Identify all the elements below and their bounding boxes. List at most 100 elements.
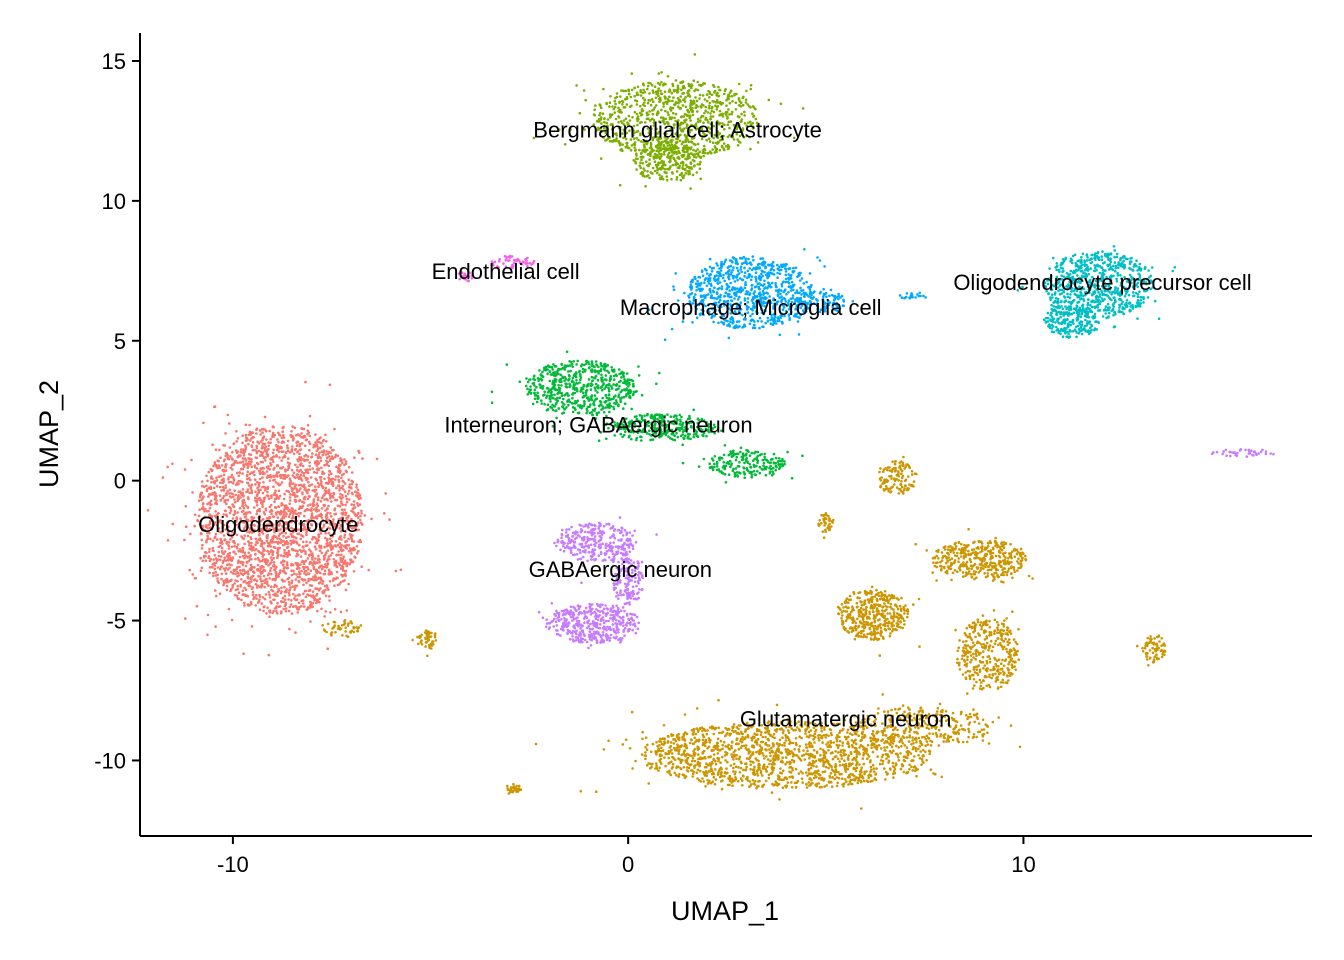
- data-point: [686, 91, 690, 94]
- data-point: [640, 170, 644, 174]
- data-point: [282, 436, 286, 439]
- data-point: [193, 513, 197, 517]
- data-point: [237, 490, 240, 494]
- data-point: [674, 112, 678, 116]
- data-point: [323, 477, 326, 481]
- data-point: [668, 95, 671, 99]
- data-point: [222, 489, 226, 492]
- data-point: [312, 470, 316, 474]
- data-point: [258, 533, 261, 537]
- data-point: [315, 449, 319, 453]
- data-point: [206, 531, 209, 535]
- data-point: [662, 144, 666, 148]
- data-point: [265, 582, 269, 586]
- data-point: [799, 286, 802, 290]
- data-point: [738, 100, 742, 103]
- data-point: [689, 187, 692, 190]
- data-point: [621, 100, 625, 104]
- data-point: [244, 446, 248, 449]
- data-point: [601, 112, 605, 115]
- data-point: [305, 458, 309, 462]
- data-point: [318, 476, 322, 479]
- data-point: [258, 593, 261, 597]
- data-point: [350, 482, 354, 486]
- data-point: [324, 610, 328, 613]
- data-point: [301, 484, 304, 488]
- data-point: [286, 446, 289, 450]
- data-point: [750, 268, 754, 272]
- data-point: [321, 453, 325, 457]
- data-point: [649, 171, 653, 174]
- data-point: [703, 98, 707, 101]
- data-point: [355, 545, 359, 548]
- data-point: [211, 549, 215, 552]
- data-point: [298, 572, 301, 576]
- data-point: [247, 559, 251, 563]
- data-point: [715, 291, 719, 294]
- data-point: [314, 485, 317, 488]
- data-point: [720, 264, 724, 268]
- data-point: [718, 109, 722, 113]
- data-point: [263, 415, 267, 419]
- data-point: [787, 281, 791, 285]
- data-point: [270, 512, 273, 516]
- data-point: [736, 144, 740, 147]
- data-point: [245, 490, 248, 494]
- data-point: [209, 537, 212, 541]
- data-point: [700, 106, 703, 109]
- data-point: [318, 549, 322, 553]
- data-point: [329, 611, 332, 614]
- data-point: [331, 551, 334, 555]
- data-point: [338, 464, 341, 468]
- data-point: [286, 444, 289, 447]
- cluster-points-0: [146, 380, 403, 657]
- data-point: [770, 267, 774, 270]
- data-point: [339, 529, 343, 533]
- data-point: [331, 494, 334, 498]
- data-point: [693, 101, 696, 105]
- data-point: [765, 273, 768, 277]
- data-point: [324, 453, 328, 456]
- data-point: [325, 542, 328, 546]
- data-point: [302, 436, 305, 439]
- data-point: [220, 489, 223, 492]
- data-point: [760, 320, 763, 323]
- data-point: [266, 606, 269, 610]
- data-point: [723, 260, 727, 264]
- data-point: [712, 290, 715, 294]
- data-point: [752, 323, 756, 327]
- data-point: [703, 278, 707, 282]
- data-point: [707, 277, 711, 281]
- data-point: [262, 435, 266, 438]
- data-point: [245, 560, 249, 564]
- data-point: [208, 531, 211, 535]
- data-point: [229, 533, 233, 537]
- data-point: [267, 444, 271, 448]
- data-point: [273, 478, 277, 482]
- data-point: [301, 464, 305, 468]
- data-point: [701, 151, 704, 155]
- data-point: [328, 599, 331, 602]
- data-point: [217, 554, 221, 558]
- data-point: [739, 268, 742, 271]
- data-point: [672, 88, 676, 92]
- data-point: [262, 568, 265, 572]
- data-point: [272, 485, 275, 489]
- data-point: [225, 588, 229, 592]
- data-point: [228, 495, 232, 498]
- data-point: [270, 496, 273, 499]
- data-point: [652, 155, 655, 158]
- data-point: [262, 485, 265, 489]
- data-point: [304, 544, 308, 547]
- data-point: [363, 514, 367, 517]
- data-point: [298, 522, 301, 526]
- data-point: [291, 507, 295, 511]
- data-point: [705, 272, 709, 275]
- data-point: [328, 527, 332, 530]
- data-point: [345, 563, 348, 567]
- data-point: [339, 457, 343, 461]
- data-point: [246, 465, 250, 469]
- data-point: [727, 277, 731, 281]
- data-point: [703, 267, 707, 271]
- data-point: [223, 444, 227, 447]
